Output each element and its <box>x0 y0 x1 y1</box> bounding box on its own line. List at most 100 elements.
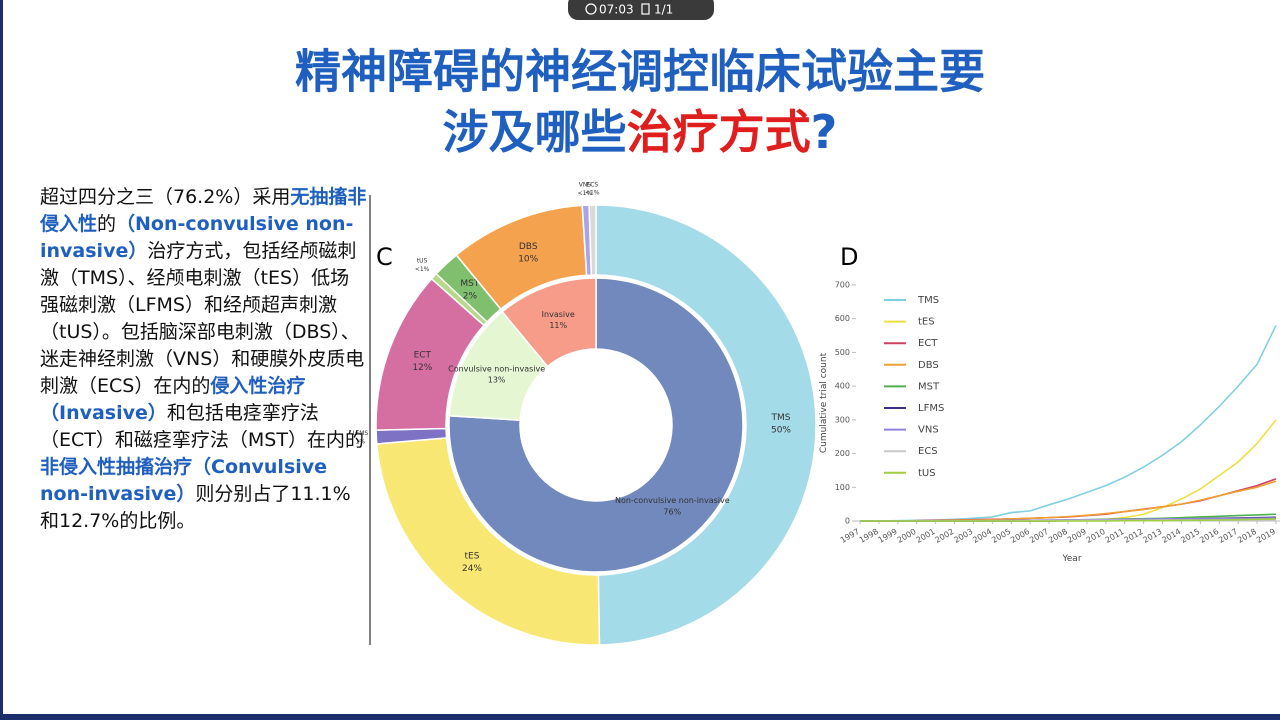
title-line-1: 精神障碍的神经调控临床试验主要 <box>295 45 985 99</box>
clock-icon <box>585 3 597 15</box>
slice-label: Non-convulsive non-invasive <box>615 496 730 505</box>
x-tick-label: 2017 <box>1217 527 1239 545</box>
slice-value: <1% <box>415 266 430 273</box>
page-icon <box>641 3 650 15</box>
x-tick-label: 2015 <box>1179 527 1201 545</box>
slice-value: 24% <box>462 564 482 574</box>
legend-label: LFMS <box>918 403 944 414</box>
x-tick-label: 2011 <box>1104 527 1126 545</box>
slice-value: 1% <box>356 439 366 446</box>
left-border <box>0 0 3 720</box>
y-tick-label: 600 <box>835 314 850 323</box>
slice-label: Invasive <box>542 310 575 319</box>
text-segment: 治疗方式，包括经颅磁刺激（TMS）、经颅电刺激（tES）低场强磁刺激（LFMS）… <box>40 240 365 397</box>
slice-label: Convulsive non-invasive <box>448 364 545 373</box>
y-tick-label: 400 <box>835 382 850 391</box>
x-tick-label: 2008 <box>1047 527 1069 545</box>
slice-value: 50% <box>771 425 791 435</box>
x-tick-label: 1997 <box>839 527 861 545</box>
plot-area <box>860 325 1277 522</box>
slice-value: <1% <box>585 190 600 197</box>
x-tick-label: 2012 <box>1123 527 1145 545</box>
series-line <box>860 325 1277 522</box>
slice-label: MST <box>460 279 479 289</box>
title-highlight: 治疗方式 <box>627 105 811 159</box>
x-tick-label: 2004 <box>971 527 993 545</box>
slice-value: 13% <box>488 375 506 384</box>
slice-value: 11% <box>549 321 567 330</box>
y-tick-label: 700 <box>835 281 850 290</box>
y-tick-label: 200 <box>835 449 850 458</box>
text-segment: （Non-convulsive non-invasive） <box>40 213 354 262</box>
x-tick-label: 2000 <box>896 527 918 545</box>
toolbar-page: 1/1 <box>654 3 673 17</box>
x-tick-label: 2014 <box>1160 527 1182 545</box>
panel-label: C <box>376 243 393 271</box>
text-segment: 无抽搐非侵入性 <box>40 186 367 235</box>
toolbar-time: 07:03 <box>599 3 634 17</box>
slice-label: tES <box>465 551 480 561</box>
x-tick-label: 2016 <box>1198 527 1220 545</box>
legend-label: DBS <box>918 360 939 371</box>
legend-label: tES <box>918 317 935 328</box>
text-segment: 则分别占了11.1%和12.7%的比例。 <box>40 483 351 532</box>
x-tick-label: 2010 <box>1085 527 1107 545</box>
text-segment: 的 <box>97 213 117 235</box>
x-tick-label: 2019 <box>1255 527 1277 545</box>
x-tick-label: 2013 <box>1141 527 1163 545</box>
text-segment: 非侵入性抽搐治疗（Convulsive non-invasive） <box>40 456 328 505</box>
x-tick-label: 2003 <box>952 527 974 545</box>
donut-slice <box>588 204 597 276</box>
slice-value: <1% <box>578 190 593 197</box>
x-tick-label: 2018 <box>1236 527 1258 545</box>
slice-label: LFMS <box>352 430 368 437</box>
toolbar <box>568 0 714 20</box>
donut-slice <box>501 277 597 368</box>
donut-slice <box>448 277 744 573</box>
x-tick-label: 2002 <box>933 527 955 545</box>
x-tick-label: 2006 <box>1009 527 1031 545</box>
x-axis-label: Year <box>1061 554 1081 564</box>
x-tick-label: 1999 <box>877 527 899 545</box>
x-tick-label: 2007 <box>1028 527 1050 545</box>
body-text: 超过四分之三（76.2%）采用无抽搐非侵入性的（Non-convulsive n… <box>40 184 368 535</box>
x-tick-label: 1998 <box>858 527 880 545</box>
series-line <box>860 518 1277 522</box>
text-segment: 和包括电痉挛疗法（ECT）和磁痉挛疗法（MST）在内的 <box>40 402 364 451</box>
x-tick-label: 2001 <box>915 527 937 545</box>
legend-label: MST <box>918 381 940 392</box>
legend-label: VNS <box>918 425 939 436</box>
legend-label: TMS <box>917 295 939 306</box>
slice-value: 12% <box>412 363 432 373</box>
slice-value: 76% <box>663 507 681 516</box>
y-axis-label: Cumulative trial count <box>819 352 829 453</box>
bottom-border <box>0 714 1280 720</box>
panel-label: D <box>840 243 858 271</box>
slice-label: tUS <box>417 258 428 265</box>
text-segment: 侵入性治疗（Invasive） <box>40 375 306 424</box>
x-tick-label: 2005 <box>990 527 1012 545</box>
legend-label: ECT <box>918 338 938 349</box>
legend-label: ECS <box>918 446 938 457</box>
title-line-2: 涉及哪些治疗方式? <box>443 105 838 159</box>
series-line <box>860 480 1277 522</box>
y-tick-label: 300 <box>835 415 850 424</box>
slice-value: 10% <box>518 255 538 265</box>
slice-label: ECT <box>414 350 432 360</box>
x-tick-label: 2009 <box>1066 527 1088 545</box>
slice-value: 2% <box>463 291 478 301</box>
slice-label: ECS <box>586 181 598 188</box>
title-part: ? <box>811 105 838 159</box>
legend-label: tUS <box>918 468 936 479</box>
title-part: 涉及哪些 <box>443 105 627 159</box>
slice-label: DBS <box>519 242 538 252</box>
y-tick-label: 0 <box>845 517 850 526</box>
y-tick-label: 500 <box>835 348 850 357</box>
series-line <box>860 478 1277 522</box>
slice-label: TMS <box>771 413 791 423</box>
slice-label: VNS <box>579 182 592 189</box>
donut-slice <box>595 204 817 646</box>
text-segment: 超过四分之三（76.2%）采用 <box>40 186 291 208</box>
